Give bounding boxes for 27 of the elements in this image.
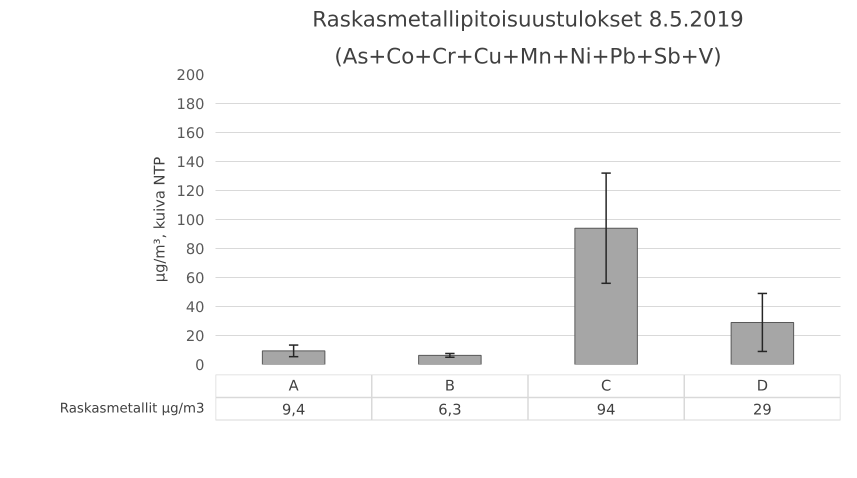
y-tick-label: 0 — [195, 357, 205, 374]
bar — [574, 228, 638, 364]
x-tick-label: C — [601, 378, 612, 394]
y-tick-label: 200 — [176, 67, 205, 84]
y-tick-label: 120 — [176, 183, 205, 200]
y-tick-label: 20 — [186, 328, 205, 345]
text: Raskasmetallit µg/m3 — [60, 402, 205, 416]
bar — [262, 350, 326, 364]
x-tick-label: D — [756, 378, 768, 394]
data-label: 29 — [753, 402, 772, 418]
y-tick-label: 80 — [186, 241, 205, 258]
data-label: 9,4 — [282, 402, 306, 418]
y-tick-label: 60 — [186, 270, 205, 287]
bar — [418, 354, 482, 364]
y-tick-label: 160 — [176, 125, 205, 142]
data-label: 94 — [596, 402, 616, 418]
y-tick-label: 40 — [186, 299, 205, 316]
y-tick-label: 180 — [176, 96, 205, 113]
y-axis-title: µg/m³, kuiva NTP — [152, 156, 169, 282]
y-tick-label: 100 — [176, 212, 205, 229]
data-label: 6,3 — [438, 402, 462, 418]
chart-title: Raskasmetallipitoisuustulokset 8.5.2019 — [312, 8, 744, 32]
x-tick-label: B — [444, 378, 455, 394]
y-tick-label: 140 — [176, 154, 205, 171]
bar — [730, 322, 794, 364]
x-tick-label: A — [288, 378, 299, 394]
chart-subtitle: (As+Co+Cr+Cu+Mn+Ni+Pb+Sb+V) — [334, 44, 722, 70]
